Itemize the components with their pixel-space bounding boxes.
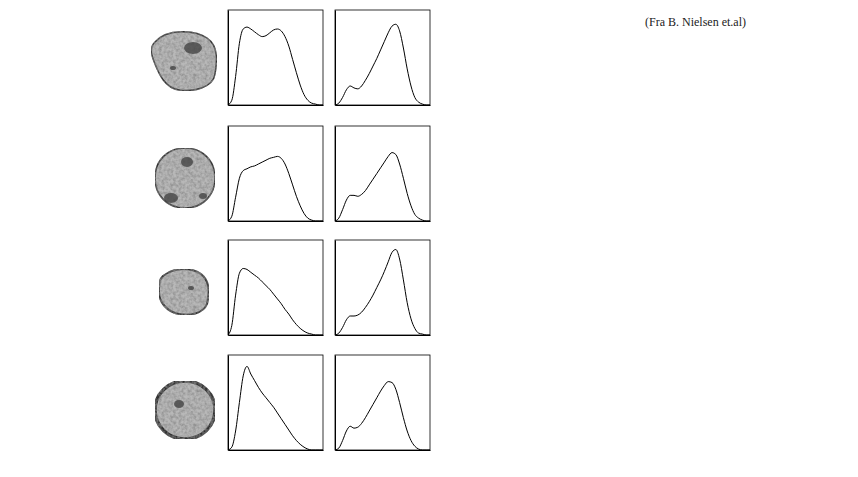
plot-area [335, 24, 430, 105]
histogram-curve [228, 27, 323, 105]
x-axis [336, 105, 431, 106]
cell-image [155, 381, 215, 439]
cell-body [151, 32, 216, 91]
histogram-panel [228, 240, 324, 336]
plot-area [228, 27, 323, 105]
y-axis [335, 127, 336, 222]
cell-image [151, 32, 216, 91]
axis-line [228, 127, 229, 222]
histogram-panel [335, 355, 431, 451]
plot-frame [335, 126, 430, 221]
cell-spot [181, 157, 193, 167]
axis-line [336, 221, 431, 222]
figure: (Fra B. Nielsen et.al) [0, 0, 858, 477]
histogram-curve [335, 250, 430, 336]
histogram-curve [335, 382, 430, 450]
cell-spot [184, 42, 202, 54]
plot-frame [228, 240, 323, 335]
y-axis [228, 356, 229, 451]
cell-body [155, 381, 215, 439]
y-axis [228, 241, 229, 336]
plot-area [228, 156, 323, 221]
cell-image [159, 269, 209, 315]
cell-image [155, 148, 215, 208]
histogram-curve [228, 366, 323, 450]
histogram-panel [335, 240, 431, 336]
x-axis [229, 221, 324, 222]
axis-line [335, 241, 336, 336]
histogram-panel [335, 10, 431, 106]
plot-area [228, 269, 323, 336]
axis-line [336, 450, 431, 451]
axis-line [228, 356, 229, 451]
y-axis [228, 127, 229, 222]
axis-line [228, 241, 229, 336]
cell-spot [164, 193, 178, 203]
plot-frame [228, 355, 323, 450]
cell-spot [170, 66, 176, 70]
histogram-curve [228, 269, 323, 336]
axis-line [229, 450, 324, 451]
axis-line [229, 335, 324, 336]
plot-frame [228, 126, 323, 221]
histogram-curve [335, 153, 430, 221]
plot-frame [335, 355, 430, 450]
histogram-panel [228, 355, 324, 451]
plot-frame [335, 240, 430, 335]
plot-area [335, 382, 430, 450]
axis-line [228, 11, 229, 106]
x-axis [229, 450, 324, 451]
x-axis [336, 221, 431, 222]
x-axis [336, 450, 431, 451]
x-axis [229, 105, 324, 106]
histogram-panel [228, 126, 324, 222]
cell-spot [199, 193, 207, 199]
cell-spot [188, 286, 194, 290]
axis-line [335, 11, 336, 106]
plot-frame [335, 10, 430, 105]
plot-area [228, 366, 323, 450]
cell-body [155, 148, 215, 208]
axis-line [336, 105, 431, 106]
y-axis [335, 356, 336, 451]
histogram-curve [228, 156, 323, 221]
axis-line [336, 335, 431, 336]
cell-body [159, 269, 209, 315]
axis-line [335, 356, 336, 451]
y-axis [335, 11, 336, 106]
y-axis [335, 241, 336, 336]
plot-area [335, 153, 430, 221]
axis-line [335, 127, 336, 222]
histogram-panel [335, 126, 431, 222]
plot-frame [228, 10, 323, 105]
axis-line [229, 105, 324, 106]
plot-area [335, 250, 430, 336]
x-axis [229, 335, 324, 336]
x-axis [336, 335, 431, 336]
cell-spot [174, 400, 184, 408]
histogram-panel [228, 10, 324, 106]
y-axis [228, 11, 229, 106]
axis-line [229, 221, 324, 222]
histogram-curve [335, 24, 430, 105]
source-caption: (Fra B. Nielsen et.al) [645, 15, 746, 29]
